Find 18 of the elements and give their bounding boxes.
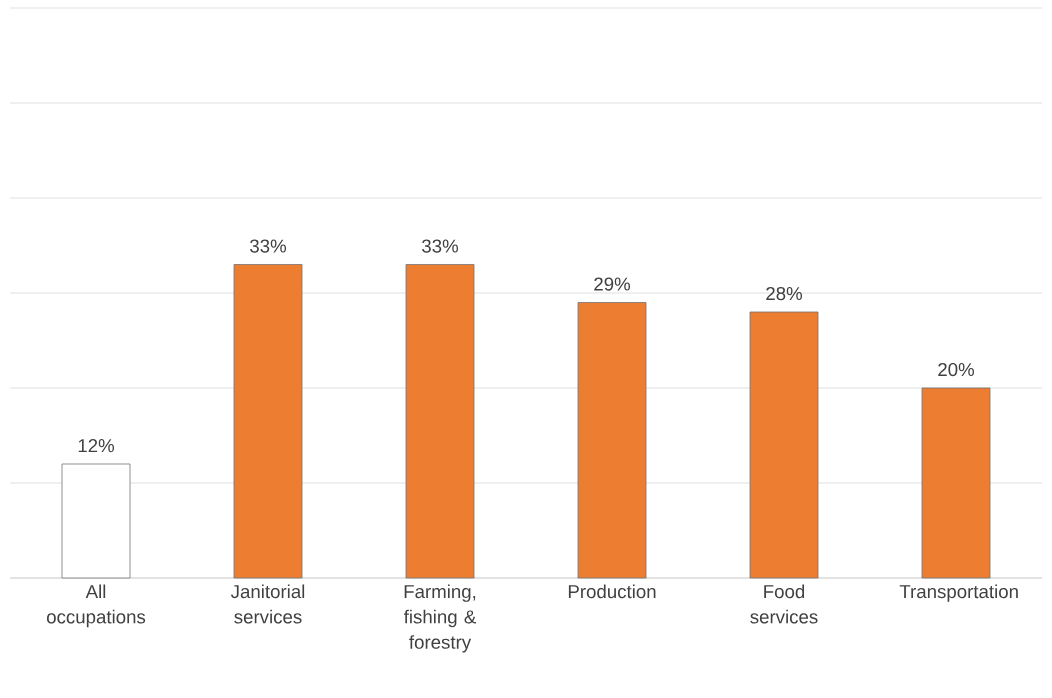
bar [405,264,475,579]
bar [749,311,819,579]
bar [61,463,131,579]
data-label: 12% [78,439,115,453]
bar [233,264,303,579]
data-label: 33% [250,239,287,253]
data-label: 29% [594,277,631,291]
x-tick-label: All occupations [46,584,146,628]
data-label: 20% [938,362,975,377]
bar [921,387,991,579]
data-label: 28% [766,286,803,301]
x-tick-label: Food services [750,584,818,624]
x-tick-label: Janitorial services [230,584,305,624]
bar [577,302,647,579]
x-tick-label: Farming, fishing & forestry [403,584,477,653]
x-tick-label: Transportation [899,584,1018,602]
data-label: 33% [422,239,459,253]
x-tick-label: Production [568,584,656,599]
